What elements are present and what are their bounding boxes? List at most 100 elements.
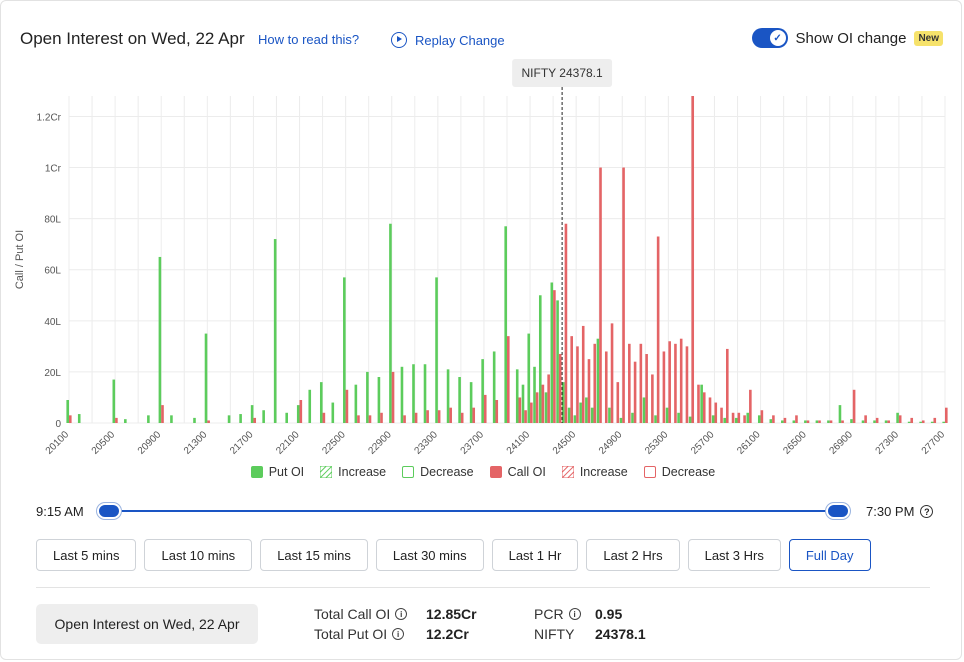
call-oi-bar	[760, 410, 764, 423]
put-oi-bar	[919, 421, 922, 423]
call-oi-bar	[426, 410, 429, 423]
call-oi-bar	[737, 412, 741, 423]
put-oi-bar	[193, 417, 196, 423]
range-last-15-mins[interactable]: Last 15 mins	[260, 539, 368, 571]
put-oi-bar	[757, 415, 761, 423]
call-oi-bar	[674, 343, 677, 423]
range-full-day[interactable]: Full Day	[788, 539, 871, 571]
put-oi-bar	[556, 300, 559, 423]
nifty-label-group: NIFTY	[534, 626, 574, 642]
legend-put-decrease[interactable]: Decrease	[402, 465, 474, 479]
put-oi-bar	[827, 420, 830, 423]
call-oi-bar	[115, 417, 118, 423]
put-oi-bar	[896, 412, 899, 423]
legend-call-decrease[interactable]: Decrease	[643, 465, 715, 479]
call-oi-bar	[495, 400, 499, 423]
put-oi-bar	[550, 282, 554, 423]
put-oi-bar	[873, 420, 876, 423]
info-icon[interactable]: i	[392, 628, 405, 640]
put-oi-bar	[769, 419, 773, 423]
put-oi-bar	[711, 415, 715, 423]
x-tick-label: 22500	[320, 429, 348, 456]
range-last-30-mins[interactable]: Last 30 mins	[375, 539, 484, 571]
call-oi-bar	[898, 415, 902, 423]
hatch-swatch	[320, 466, 333, 478]
info-icon[interactable]: i	[568, 608, 581, 620]
put-oi-bar	[573, 415, 577, 423]
put-oi-bar	[884, 420, 888, 423]
range-last-2-hrs[interactable]: Last 2 Hrs	[586, 539, 680, 571]
nifty-label: NIFTY	[534, 626, 575, 642]
call-oi-bar	[518, 397, 522, 423]
legend-put-oi[interactable]: Put OI	[250, 465, 304, 479]
total-put-label-group: Total Put OI i	[314, 626, 405, 642]
call-oi-bar	[368, 415, 372, 423]
call-oi-bar	[553, 290, 556, 423]
x-tick-label: 22900	[366, 429, 394, 456]
pcr-label: PCR	[534, 606, 564, 622]
put-oi-bar	[544, 392, 548, 423]
help-icon[interactable]: ?	[920, 505, 934, 518]
call-oi-bar	[933, 417, 937, 423]
put-oi-bar	[504, 226, 507, 423]
slider-end-handle[interactable]	[826, 503, 850, 519]
how-to-read-link[interactable]: How to read this?	[258, 32, 360, 47]
x-tick-label: 22100	[274, 429, 302, 456]
put-oi-bar	[815, 420, 819, 423]
x-tick-label: 20100	[44, 429, 72, 456]
oi-change-toggle-group: ✓ Show OI change New	[751, 28, 943, 48]
spot-label-box	[512, 59, 613, 87]
call-oi-bar	[945, 407, 948, 423]
x-ticks: 20100 20500 20900 21300 21700 22100 22500 22900…	[44, 429, 948, 456]
info-icon[interactable]: i	[395, 608, 408, 620]
show-oi-change-toggle[interactable]: ✓	[751, 28, 788, 48]
put-oi-bar	[838, 405, 842, 423]
slider-end-group: 7:30 PM ?	[866, 504, 934, 519]
slider-track[interactable]	[109, 510, 837, 512]
range-last-10-mins[interactable]: Last 10 mins	[144, 539, 253, 571]
call-oi-bar	[599, 167, 602, 423]
put-oi-bar	[389, 223, 392, 423]
total-put-label: Total Put OI	[314, 626, 388, 642]
range-last-3-hrs[interactable]: Last 3 Hrs	[687, 539, 781, 571]
call-oi-bar	[714, 402, 718, 423]
put-oi-bar	[562, 382, 565, 423]
x-tick-label: 23700	[459, 429, 487, 456]
put-oi-bar	[469, 382, 473, 423]
range-last-1-hr[interactable]: Last 1 Hr	[491, 539, 579, 571]
call-oi-bar	[161, 405, 164, 423]
put-oi-bar	[435, 277, 438, 423]
replay-change-button[interactable]: Replay Change	[391, 32, 505, 48]
total-call-label-group: Total Call OI i	[314, 606, 408, 622]
legend-call-increase[interactable]: Increase	[561, 465, 628, 479]
call-oi-bar	[616, 382, 620, 423]
call-oi-bar	[749, 389, 752, 423]
put-oi-bar	[642, 397, 646, 423]
legend-call-oi[interactable]: Call OI	[489, 465, 546, 479]
call-oi-bar	[581, 325, 585, 423]
put-oi-bar	[631, 412, 634, 423]
call-oi-bar	[656, 236, 660, 423]
spot-marker: NIFTY 24378.1	[512, 59, 613, 423]
call-oi-bar	[207, 420, 210, 423]
x-tick-label: 24500	[551, 429, 579, 456]
play-icon	[391, 32, 407, 48]
put-oi-bar	[319, 382, 323, 423]
chart-legend: Put OI Increase Decrease Call OI Increas…	[1, 465, 964, 479]
put-oi-bar	[521, 384, 525, 423]
range-last-5-mins[interactable]: Last 5 mins	[36, 539, 137, 571]
put-oi-bar	[533, 366, 536, 423]
call-oi-bar	[541, 384, 545, 423]
spot-label: NIFTY 24378.1	[522, 66, 603, 80]
put-oi-bar	[170, 415, 173, 423]
put-oi-bar	[331, 402, 335, 423]
x-tick-label: 26500	[781, 429, 809, 456]
call-oi-bar	[414, 412, 418, 423]
put-oi-bar	[907, 421, 911, 423]
call-oi-bar	[483, 394, 487, 423]
slider-start-handle[interactable]	[97, 503, 121, 519]
call-oi-bar	[472, 407, 476, 423]
legend-put-increase[interactable]: Increase	[320, 465, 386, 479]
call-oi-bar	[662, 351, 666, 423]
